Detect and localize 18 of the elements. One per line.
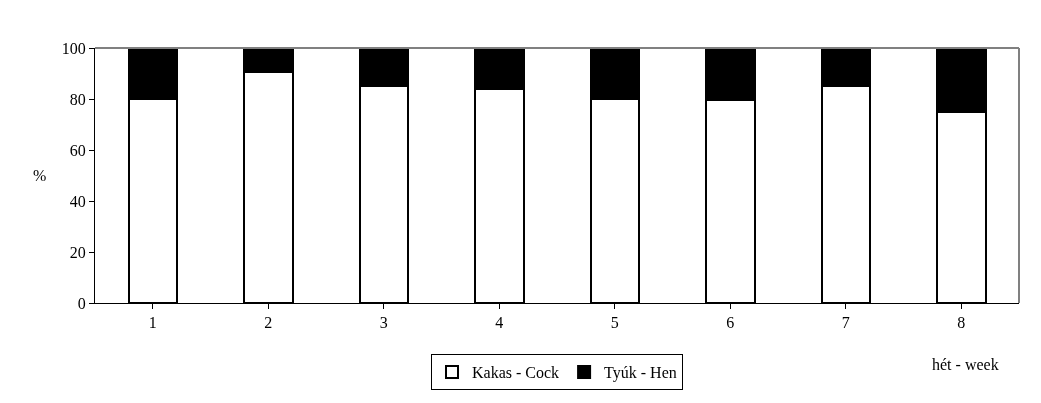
x-tick-label: 4 [495, 314, 504, 332]
y-tick-label: 80 [69, 90, 86, 108]
x-tick-label: 5 [610, 314, 619, 332]
legend-label: Kakas - Cock [472, 364, 560, 382]
x-tick-label: 2 [264, 314, 273, 332]
y-tick-label: 100 [61, 39, 86, 57]
legend-label: Tyúk - Hen [604, 364, 677, 383]
x-axis-title: hét - week [932, 356, 999, 373]
x-tick-label: 8 [957, 314, 966, 332]
y-tick-label: 0 [77, 294, 86, 312]
x-tick-label: 1 [148, 314, 157, 332]
y-tick-label: 20 [69, 243, 86, 261]
y-axis-title: % [33, 167, 47, 184]
y-tick-label: 40 [69, 192, 86, 210]
x-tick-label: 6 [726, 314, 735, 332]
y-tick-label: 60 [69, 141, 86, 159]
x-tick-label: 3 [379, 314, 388, 332]
x-tick-label: 7 [841, 314, 850, 332]
